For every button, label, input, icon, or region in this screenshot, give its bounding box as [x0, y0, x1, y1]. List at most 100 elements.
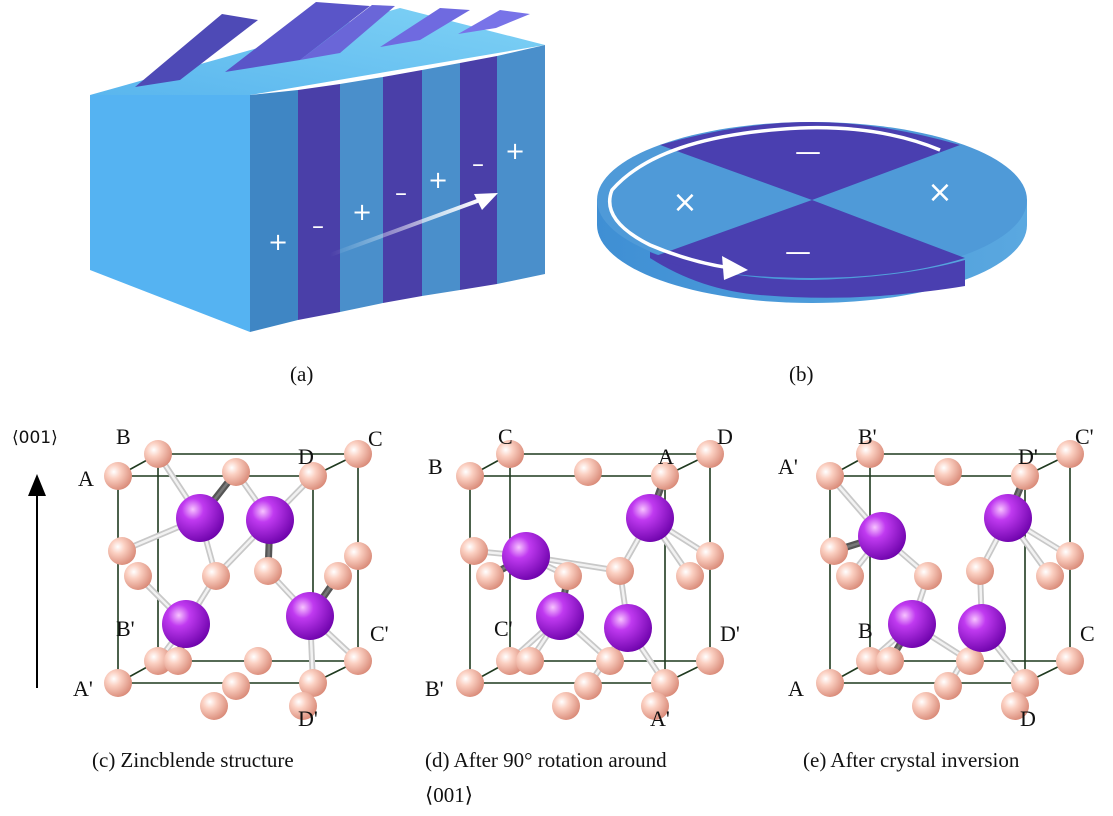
- rotation-arrow-head: [722, 256, 748, 280]
- front-stripe: [340, 77, 383, 312]
- front-stripe: [497, 45, 545, 284]
- sign-label: –: [472, 150, 484, 178]
- caption-a: (a): [290, 362, 314, 386]
- purple-atom: [502, 532, 550, 580]
- pink-atom: [912, 692, 940, 720]
- axis-arrowhead: [28, 474, 46, 496]
- pink-atom: [222, 458, 250, 486]
- purple-atom: [958, 604, 1006, 652]
- pink-atom: [1056, 542, 1084, 570]
- pink-atom: [496, 647, 524, 675]
- purple-atom: [246, 496, 294, 544]
- pink-atom: [876, 647, 904, 675]
- front-stripe: [422, 63, 460, 296]
- purple-atom: [162, 600, 210, 648]
- pink-atom: [344, 647, 372, 675]
- pink-atom: [456, 462, 484, 490]
- front-stripe: [460, 56, 497, 290]
- pink-atom: [104, 669, 132, 697]
- corner-label: C: [498, 424, 513, 449]
- pink-atom: [104, 462, 132, 490]
- pink-atom: [222, 672, 250, 700]
- pink-atom: [676, 562, 704, 590]
- purple-atom: [858, 512, 906, 560]
- corner-label: D': [720, 621, 740, 646]
- corner-label: A': [73, 676, 93, 701]
- pink-atom: [476, 562, 504, 590]
- top-stripe: [380, 8, 470, 47]
- pink-atom: [574, 458, 602, 486]
- purple-atom: [984, 494, 1032, 542]
- caption-d-line2: ⟨001⟩: [425, 783, 473, 807]
- corner-label: C': [1075, 424, 1094, 449]
- purple-atom: [176, 494, 224, 542]
- pink-atom: [1036, 562, 1064, 590]
- pink-atom: [299, 462, 327, 490]
- sign-label: +: [428, 166, 448, 194]
- sign-label: +: [505, 137, 525, 165]
- caption-d: (d) After 90° rotation around: [425, 748, 667, 772]
- purple-atom: [286, 592, 334, 640]
- top-stripe: [225, 2, 370, 72]
- pink-atom: [641, 692, 669, 720]
- pink-atom: [696, 647, 724, 675]
- axis-001: [28, 474, 46, 688]
- sign-label: —: [795, 137, 821, 167]
- front-stripe: [298, 84, 340, 320]
- corner-label: A: [658, 444, 674, 469]
- front-stripe: [383, 70, 422, 303]
- corner-label: A: [788, 676, 804, 701]
- corner-label: B': [425, 676, 444, 701]
- sign-label: ×: [927, 175, 952, 210]
- corner-label: B': [858, 424, 877, 449]
- pink-atom: [108, 537, 136, 565]
- panel-c-crystal: B C A D B' C' A' D': [73, 424, 389, 731]
- pink-atom: [554, 562, 582, 590]
- corner-label: D': [298, 706, 318, 731]
- corner-label: A': [778, 454, 798, 479]
- pink-atom: [956, 647, 984, 675]
- corner-label: B: [428, 454, 443, 479]
- pink-atom: [516, 647, 544, 675]
- disk-quadrant-dark: [650, 200, 965, 278]
- pink-atom: [289, 692, 317, 720]
- disk-quadrant-dark: [660, 122, 960, 200]
- sign-label: +: [352, 198, 372, 226]
- pink-atom: [596, 647, 624, 675]
- pink-atom: [816, 669, 844, 697]
- pink-atom: [202, 562, 230, 590]
- pink-atom: [344, 440, 372, 468]
- pink-atom: [124, 562, 152, 590]
- pink-atom: [1056, 440, 1084, 468]
- pink-atom: [856, 440, 884, 468]
- front-stripe: [250, 90, 298, 332]
- pink-atom: [1011, 669, 1039, 697]
- pink-atom: [254, 557, 282, 585]
- corner-label: A': [650, 706, 670, 731]
- purple-atom: [626, 494, 674, 542]
- rotation-arrow: [607, 125, 941, 270]
- pink-atom: [460, 537, 488, 565]
- pink-atom: [914, 562, 942, 590]
- pink-atom: [816, 462, 844, 490]
- sign-label: +: [268, 228, 288, 256]
- corner-label: C: [368, 426, 383, 451]
- pink-atom: [651, 462, 679, 490]
- pink-atom: [244, 647, 272, 675]
- corner-label: D: [717, 424, 733, 449]
- panel-e-crystal: B' C' A' D' B C A D: [778, 424, 1095, 731]
- caption-b: (b): [789, 362, 814, 386]
- pink-atom: [1056, 647, 1084, 675]
- pink-atom: [200, 692, 228, 720]
- corner-label: D': [1018, 444, 1038, 469]
- corner-label: D: [298, 444, 314, 469]
- pink-atom: [966, 557, 994, 585]
- top-stripe: [300, 5, 395, 60]
- corner-label: C': [370, 621, 389, 646]
- sign-label: —: [785, 237, 811, 267]
- pink-atom: [456, 669, 484, 697]
- pink-atom: [344, 542, 372, 570]
- pink-atom: [856, 647, 884, 675]
- pink-atom: [1011, 462, 1039, 490]
- pink-atom: [1001, 692, 1029, 720]
